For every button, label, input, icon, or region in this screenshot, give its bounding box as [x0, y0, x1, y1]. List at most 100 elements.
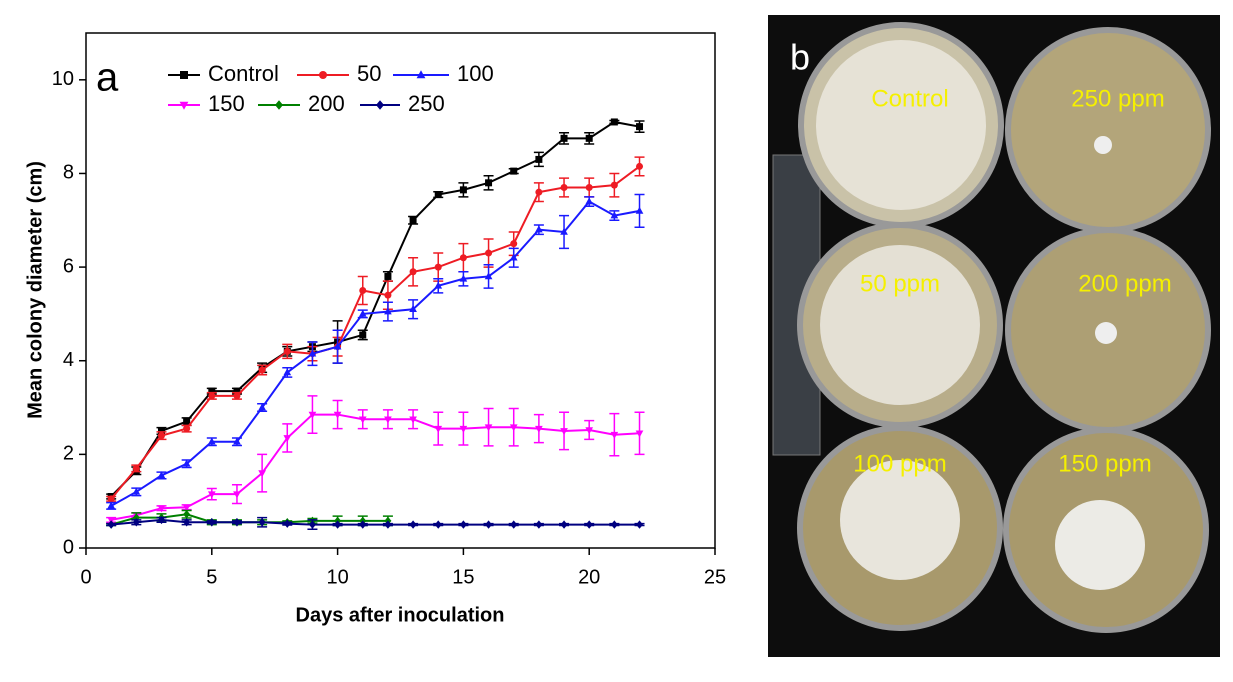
marker [233, 491, 241, 499]
marker [610, 211, 619, 219]
x-tick-label: 25 [704, 566, 726, 588]
marker [535, 188, 543, 196]
marker [333, 342, 342, 350]
marker [182, 459, 191, 467]
marker [560, 134, 568, 142]
marker [434, 191, 442, 199]
marker [459, 274, 468, 282]
y-tick-label: 6 [63, 255, 74, 277]
photo-panel: b Control 250 ppm 50 ppm 200 ppm 100 ppm… [768, 15, 1220, 657]
marker [157, 471, 166, 479]
y-tick-label: 4 [63, 349, 74, 371]
marker [409, 268, 417, 276]
marker [384, 307, 392, 315]
marker [359, 331, 367, 339]
legend-label: 150 [208, 91, 245, 116]
marker [233, 387, 241, 395]
marker [182, 504, 191, 512]
colony [1055, 500, 1145, 590]
marker [560, 184, 568, 191]
colony [1094, 136, 1112, 154]
panel-label: b [790, 37, 810, 78]
x-tick-label: 10 [326, 566, 348, 588]
marker [509, 424, 518, 432]
y-tick-label: 8 [63, 162, 74, 184]
marker [258, 403, 266, 411]
marker [157, 427, 165, 435]
marker [485, 249, 493, 257]
marker [233, 437, 241, 445]
dish [1005, 27, 1211, 233]
marker [233, 392, 241, 400]
legend-marker [275, 100, 283, 110]
marker [610, 520, 618, 529]
marker [258, 470, 266, 478]
x-tick-label: 15 [452, 566, 474, 588]
series-line [110, 165, 641, 500]
y-tick-label: 10 [52, 68, 74, 90]
panel-label: a [96, 56, 119, 100]
marker [459, 254, 467, 262]
marker [359, 287, 367, 294]
series-line [110, 120, 640, 498]
marker [308, 520, 316, 529]
legend-marker [319, 71, 327, 79]
marker [535, 425, 543, 433]
marker [333, 411, 342, 419]
marker [560, 227, 568, 235]
legend-marker [180, 71, 188, 79]
dish-label: Control [871, 85, 948, 112]
colony [840, 460, 960, 580]
marker [409, 416, 417, 424]
marker [384, 272, 392, 280]
marker [132, 513, 140, 522]
marker [434, 520, 442, 529]
marker [384, 416, 392, 424]
marker [510, 167, 518, 175]
marker [585, 427, 594, 435]
marker [183, 510, 191, 519]
marker [459, 186, 467, 194]
marker [635, 206, 644, 214]
y-tick-label: 0 [63, 536, 74, 558]
marker [409, 520, 417, 529]
dish-label: 250 ppm [1071, 85, 1164, 112]
marker [107, 495, 115, 503]
marker [635, 430, 644, 438]
marker [258, 366, 266, 374]
marker [636, 520, 644, 529]
marker [359, 520, 367, 529]
marker [283, 435, 292, 443]
marker [484, 272, 493, 280]
marker [358, 309, 367, 317]
marker [585, 520, 593, 529]
marker [434, 425, 443, 433]
marker [283, 347, 291, 355]
marker [208, 518, 216, 527]
marker [636, 123, 644, 131]
series-line [110, 200, 640, 507]
marker [459, 520, 467, 529]
marker [585, 184, 593, 191]
marker [610, 181, 618, 189]
marker [535, 520, 543, 529]
marker [560, 428, 568, 436]
plot-frame [85, 32, 716, 549]
x-tick-label: 5 [206, 566, 217, 588]
marker [384, 520, 392, 529]
marker [358, 416, 367, 424]
colony [816, 40, 986, 210]
series-line [110, 413, 640, 521]
marker [334, 520, 342, 529]
legend-marker [416, 70, 426, 79]
marker [258, 518, 266, 527]
marker [485, 179, 493, 187]
marker [308, 349, 317, 357]
marker [183, 425, 191, 433]
marker [207, 437, 216, 445]
marker [207, 491, 216, 499]
dish-label: 100 ppm [853, 450, 946, 477]
legend-label: 200 [308, 91, 345, 116]
